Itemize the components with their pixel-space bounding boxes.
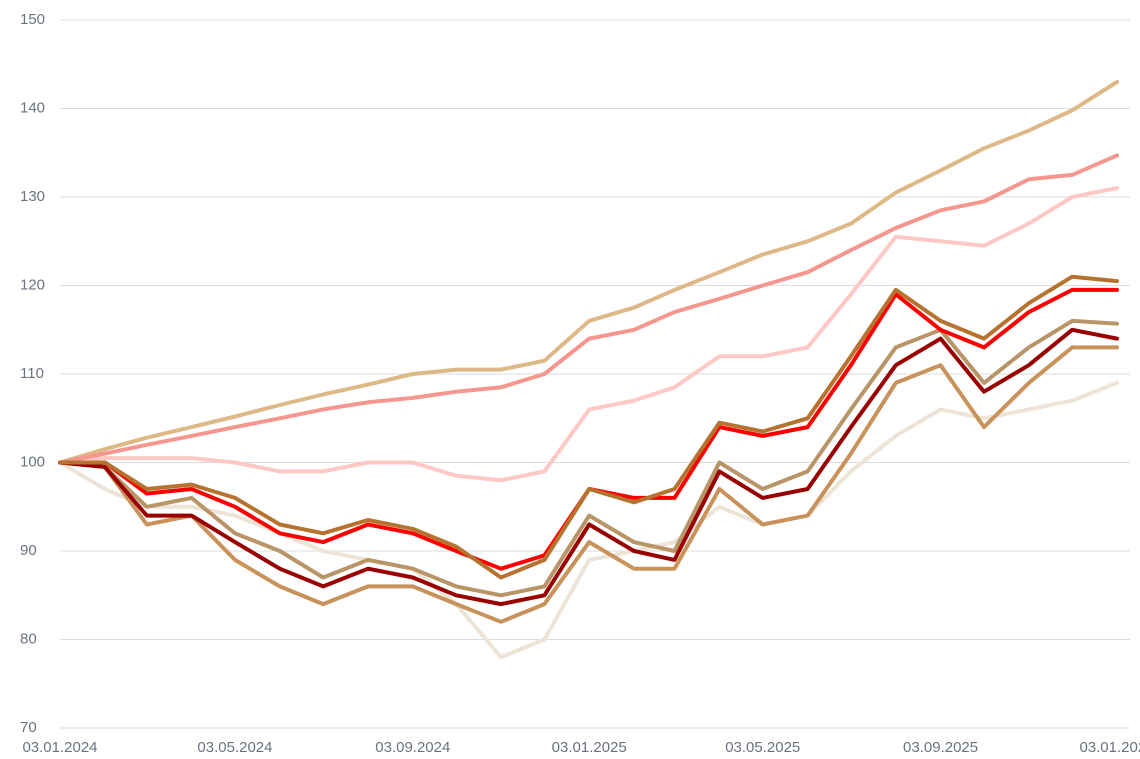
x-tick-label: 03.01.2026	[1079, 739, 1140, 756]
series-line	[58, 153, 1119, 465]
series-line	[58, 345, 1119, 624]
y-tick-label: 120	[20, 276, 45, 293]
y-tick-label: 150	[20, 11, 45, 28]
x-tick-label: 03.01.2024	[22, 739, 97, 756]
y-tick-label: 140	[20, 99, 45, 116]
series-line	[58, 327, 1119, 607]
x-tick-label: 03.05.2024	[197, 739, 272, 756]
series-line	[58, 80, 1119, 465]
x-tick-label: 03.09.2025	[903, 739, 978, 756]
x-tick-label: 03.01.2025	[552, 739, 627, 756]
series-line	[58, 274, 1119, 580]
x-tick-label: 03.09.2024	[375, 739, 450, 756]
y-tick-label: 90	[20, 542, 37, 559]
series-line	[58, 380, 1119, 660]
y-tick-label: 110	[20, 365, 44, 382]
y-tick-label: 80	[20, 630, 37, 647]
y-tick-label: 70	[20, 719, 37, 736]
x-tick-label: 03.05.2025	[725, 739, 800, 756]
y-tick-label: 100	[20, 453, 45, 470]
y-tick-label: 130	[20, 188, 45, 205]
series-line	[58, 186, 1119, 483]
